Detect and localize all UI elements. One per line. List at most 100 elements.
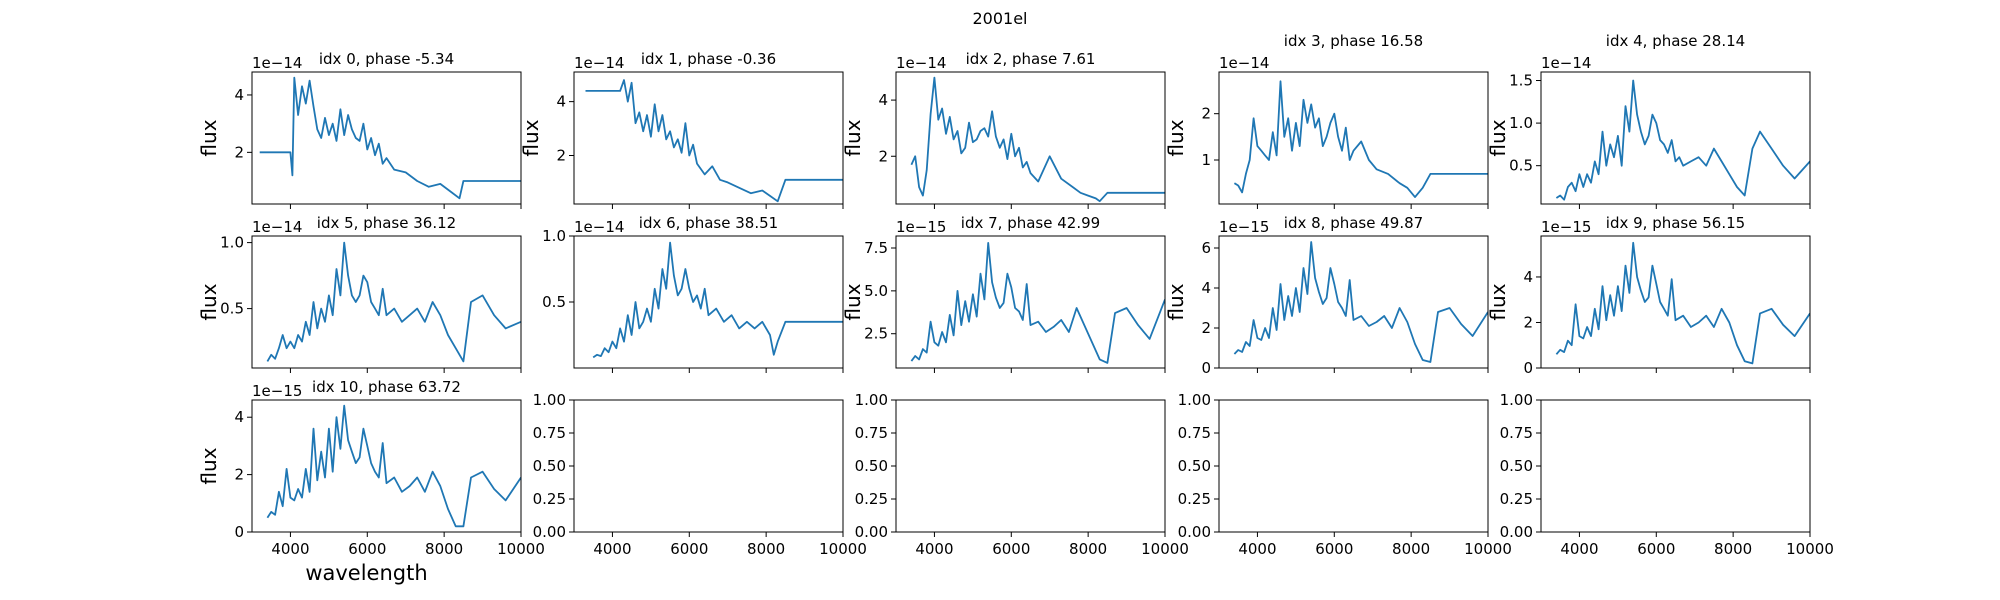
x-axis-label: wavelength	[305, 561, 427, 585]
x-tick-label: 4000	[1238, 540, 1276, 558]
subplot-7: 2.5 5.0 7.5 1e−15 idx 7, phase 42.99 flux	[841, 214, 1166, 373]
y-tick-label: 0.50	[1500, 457, 1533, 475]
axes-frame-5	[251, 235, 522, 369]
x-tick-label: 6000	[670, 540, 708, 558]
y-offset-text: 1e−15	[252, 382, 302, 400]
subplot-title: idx 9, phase 56.15	[1606, 214, 1745, 232]
y-axis-label: flux	[197, 119, 221, 156]
x-tick-label: 6000	[992, 540, 1030, 558]
subplot-9: 0 2 4 1e−15 idx 9, phase 56.15 flux	[1486, 214, 1811, 377]
subplot-title: idx 1, phase -0.36	[641, 50, 776, 68]
y-offset-text: 1e−15	[1541, 218, 1591, 236]
y-tick-label: 0.50	[1178, 457, 1211, 475]
y-tick-label: 0.50	[533, 457, 566, 475]
y-offset-text: 1e−15	[896, 218, 946, 236]
axes-frame-9	[1540, 235, 1811, 369]
y-tick-label: 1.0	[542, 227, 566, 245]
x-tick-label: 6000	[348, 540, 386, 558]
x-tick-label: 8000	[425, 540, 463, 558]
x-tick-label: 8000	[1392, 540, 1430, 558]
spectrum-line-5	[266, 241, 521, 363]
x-tick-label: 8000	[747, 540, 785, 558]
y-offset-text: 1e−14	[574, 54, 624, 72]
x-tick-label: 8000	[1069, 540, 1107, 558]
y-tick-label: 0.25	[1500, 490, 1533, 508]
y-tick-label: 1.0	[1509, 114, 1533, 132]
axes-frame-4	[1540, 71, 1811, 205]
y-tick-label: 0.5	[220, 300, 244, 318]
y-tick-label: 0.00	[533, 523, 566, 541]
y-tick-label: 4	[556, 93, 566, 111]
y-tick-label: 1.00	[855, 391, 888, 409]
spectrum-line-4	[1555, 79, 1810, 201]
subplot-title: idx 0, phase -5.34	[319, 50, 454, 68]
subplot-title: idx 4, phase 28.14	[1606, 32, 1745, 50]
y-tick-label: 2	[556, 147, 566, 165]
y-offset-text: 1e−14	[1219, 54, 1269, 72]
y-tick-label: 1.00	[1500, 391, 1533, 409]
axes-frame-8	[1218, 235, 1489, 369]
y-tick-label: 2	[234, 143, 244, 161]
y-tick-label: 1.00	[533, 391, 566, 409]
y-offset-text: 1e−14	[252, 218, 302, 236]
y-axis-label: flux	[197, 283, 221, 320]
subplot-6: 0.5 1.0 1e−14 idx 6, phase 38.51	[542, 214, 844, 373]
axes-frame-2	[895, 71, 1166, 205]
figure-suptitle: 2001el	[972, 9, 1027, 28]
y-tick-label: 1.00	[1178, 391, 1211, 409]
y-offset-text: 1e−14	[574, 218, 624, 236]
spectrum-line-1	[585, 79, 843, 203]
x-tick-label: 10000	[1141, 540, 1189, 558]
y-tick-label: 4	[234, 408, 244, 426]
axes-frame-10	[251, 399, 522, 533]
x-tick-label: 10000	[819, 540, 867, 558]
subplot-1: 2 4 1e−14 idx 1, phase -0.36 flux	[519, 50, 844, 209]
x-tick-label: 4000	[915, 540, 953, 558]
spectrum-line-9	[1555, 241, 1810, 365]
y-tick-label: 0.75	[533, 424, 566, 442]
x-tick-label: 10000	[1786, 540, 1834, 558]
y-tick-label: 0.25	[855, 490, 888, 508]
y-tick-label: 0.5	[542, 293, 566, 311]
y-axis-label: flux	[841, 119, 865, 156]
y-tick-label: 0	[1201, 359, 1211, 377]
y-tick-label: 2	[1201, 319, 1211, 337]
y-tick-label: 6	[1201, 239, 1211, 257]
x-tick-label: 6000	[1637, 540, 1675, 558]
subplot-title: idx 6, phase 38.51	[639, 214, 778, 232]
spectrum-line-8	[1233, 241, 1488, 363]
subplot-11: 0.00 0.25 0.50 0.75 1.00 4000 6000 8000 10000	[533, 391, 867, 558]
subplot-title: idx 8, phase 49.87	[1284, 214, 1423, 232]
y-tick-label: 2	[1523, 313, 1533, 331]
subplot-8: 0 2 4 6 1e−15 idx 8, phase 49.87 flux	[1164, 214, 1489, 377]
y-tick-label: 7.5	[864, 239, 888, 257]
x-tick-label: 4000	[271, 540, 309, 558]
y-tick-label: 0.5	[1509, 157, 1533, 175]
subplot-2: 2 4 1e−14 idx 2, phase 7.61 flux	[841, 50, 1166, 209]
y-axis-label: flux	[1486, 119, 1510, 156]
y-offset-text: 1e−14	[896, 54, 946, 72]
y-tick-label: 0.00	[855, 523, 888, 541]
subplot-12: 0.00 0.25 0.50 0.75 1.00 4000 6000 8000 10000	[855, 391, 1189, 558]
y-offset-text: 1e−14	[252, 54, 302, 72]
x-tick-label: 10000	[1464, 540, 1512, 558]
spectrum-line-10	[266, 404, 521, 528]
subplot-4: 0.5 1.0 1.5 1e−14 idx 4, phase 28.14 flux	[1486, 32, 1811, 209]
axes-frame-7	[895, 235, 1166, 369]
subplot-10: 0 2 4 4000 6000 8000 10000 1e−15 idx 10, phase 6…	[197, 378, 545, 585]
x-tick-label: 10000	[497, 540, 545, 558]
y-tick-label: 2	[1201, 105, 1211, 123]
subplot-14: 0.00 0.25 0.50 0.75 1.00 4000 6000 8000 10000	[1500, 391, 1834, 558]
spectrum-line-3	[1233, 80, 1488, 199]
x-tick-label: 6000	[1315, 540, 1353, 558]
subplot-5: 0.5 1.0 1e−14 idx 5, phase 36.12 flux	[197, 214, 522, 373]
y-tick-label: 4	[1201, 279, 1211, 297]
spectrum-line-2	[910, 76, 1165, 203]
subplot-grid: 2 4 1e−14 idx 0, phase -5.34 flux 2 4 1e−14 idx …	[197, 32, 1834, 585]
spectrum-line-7	[910, 241, 1165, 364]
y-tick-label: 2	[878, 147, 888, 165]
subplot-title: idx 7, phase 42.99	[961, 214, 1100, 232]
x-tick-label: 4000	[1560, 540, 1598, 558]
